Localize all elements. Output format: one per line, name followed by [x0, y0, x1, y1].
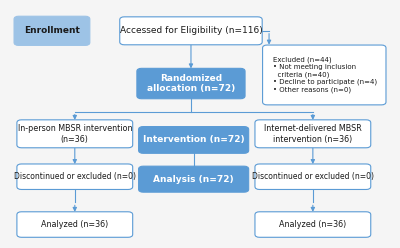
- Text: Analyzed (n=36): Analyzed (n=36): [279, 220, 346, 229]
- Text: Intervention (n=72): Intervention (n=72): [143, 135, 244, 144]
- FancyBboxPatch shape: [255, 120, 371, 148]
- FancyBboxPatch shape: [17, 212, 133, 237]
- FancyBboxPatch shape: [255, 164, 371, 189]
- Text: Enrollment: Enrollment: [24, 26, 80, 35]
- Text: Internet-delivered MBSR
intervention (n=36): Internet-delivered MBSR intervention (n=…: [264, 124, 362, 144]
- Text: Accessed for Eligibility (n=116): Accessed for Eligibility (n=116): [120, 26, 262, 35]
- FancyBboxPatch shape: [17, 120, 133, 148]
- FancyBboxPatch shape: [137, 68, 245, 99]
- FancyBboxPatch shape: [138, 166, 249, 192]
- Text: Analyzed (n=36): Analyzed (n=36): [41, 220, 108, 229]
- Text: Discontinued or excluded (n=0): Discontinued or excluded (n=0): [14, 172, 136, 181]
- Text: Discontinued or excluded (n=0): Discontinued or excluded (n=0): [252, 172, 374, 181]
- Text: Analysis (n=72): Analysis (n=72): [153, 175, 234, 184]
- FancyBboxPatch shape: [14, 16, 90, 45]
- FancyBboxPatch shape: [262, 45, 386, 105]
- FancyBboxPatch shape: [17, 164, 133, 189]
- Text: Randomized
allocation (n=72): Randomized allocation (n=72): [147, 74, 235, 93]
- FancyBboxPatch shape: [138, 126, 249, 153]
- FancyBboxPatch shape: [255, 212, 371, 237]
- FancyBboxPatch shape: [120, 17, 262, 45]
- Text: In-person MBSR intervention
(n=36): In-person MBSR intervention (n=36): [18, 124, 132, 144]
- Text: Excluded (n=44)
• Not meeting inclusion
  criteria (n=40)
• Decline to participa: Excluded (n=44) • Not meeting inclusion …: [273, 57, 377, 93]
